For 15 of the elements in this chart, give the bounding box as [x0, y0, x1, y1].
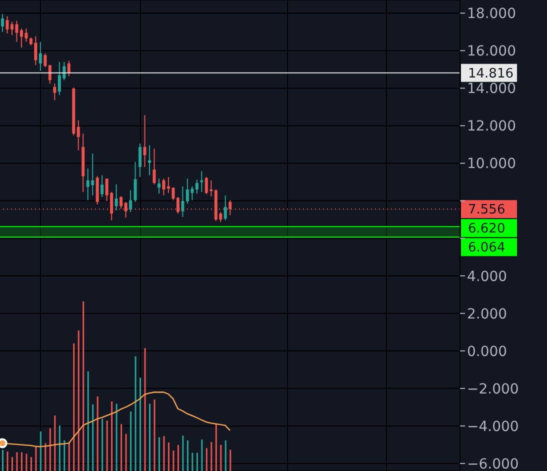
legend-label: 6.064: [468, 240, 506, 256]
ref-line-label: 14.816: [468, 66, 514, 82]
y-tick-label: 14.000: [467, 81, 516, 98]
y-tick-label: 0.000: [467, 344, 508, 360]
ref-line-label: 6.620: [468, 222, 506, 237]
y-tick-label: 12.000: [467, 118, 516, 135]
y-tick-label: −6.000: [467, 456, 519, 471]
y-tick-label: 10.000: [467, 156, 516, 172]
y-tick-label: −4.000: [467, 418, 519, 435]
ref-line-label: 7.556: [468, 202, 506, 218]
y-tick-label: 2.000: [467, 306, 508, 322]
y-tick-label: −2.000: [467, 381, 519, 398]
y-tick-label: 16.000: [467, 44, 516, 60]
y-tick-label: 18.000: [467, 6, 516, 22]
y-tick-label: 4.000: [467, 268, 508, 285]
